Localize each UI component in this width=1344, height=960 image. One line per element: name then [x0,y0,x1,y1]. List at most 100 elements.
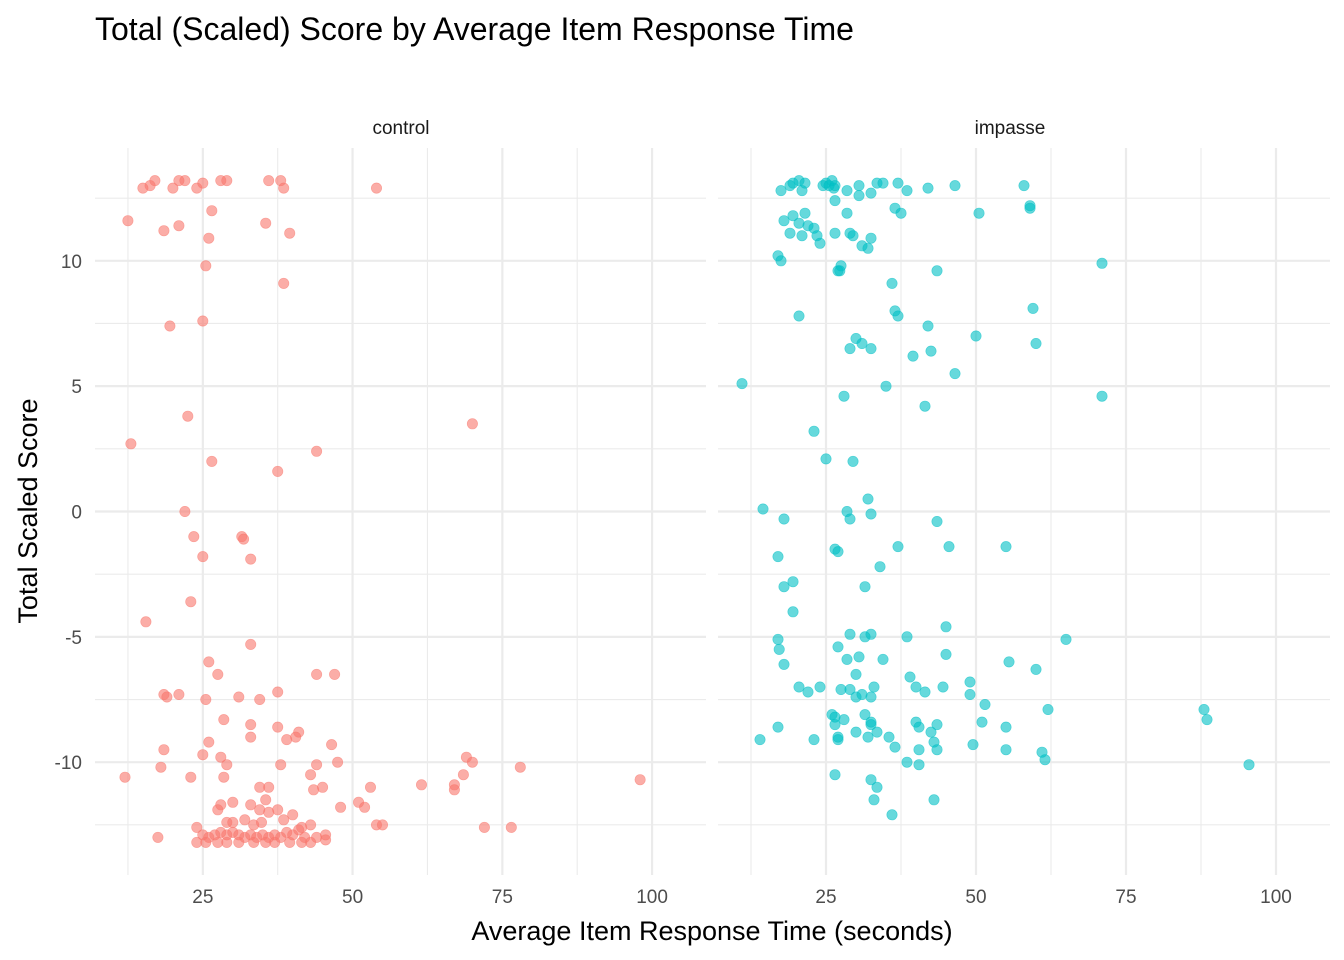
data-point-impasse [838,714,850,726]
data-point-impasse [925,726,937,738]
data-point-impasse [865,691,877,703]
data-point-impasse [775,255,787,267]
data-point-control [185,596,197,608]
data-point-impasse [1198,703,1210,715]
data-point-impasse [1030,663,1042,675]
data-point-impasse [871,781,883,793]
data-point-control [206,205,218,217]
data-point-control [173,220,185,232]
data-point-control [320,834,332,846]
data-point-impasse [868,681,880,693]
data-point-control [197,551,209,563]
data-point-impasse [853,651,865,663]
data-point-impasse [865,187,877,199]
data-point-control [185,771,197,783]
data-point-impasse [844,343,856,355]
data-point-control [317,781,329,793]
data-point-impasse [964,688,976,700]
data-point-impasse [778,581,790,593]
data-point-control [245,638,257,650]
data-point-impasse [901,185,913,197]
data-point-control [272,721,284,733]
data-point-impasse [889,741,901,753]
data-point-impasse [832,641,844,653]
data-point-impasse [787,606,799,618]
data-point-control [179,175,191,187]
data-point-impasse [829,180,841,192]
data-point-impasse [919,400,931,412]
data-point-control [212,804,224,816]
data-point-impasse [829,769,841,781]
y-tick-label: 0 [71,503,82,524]
data-point-control [197,749,209,761]
data-point-control [149,175,161,187]
data-point-impasse [880,380,892,392]
data-point-impasse [943,541,955,553]
data-point-impasse [832,734,844,746]
data-point-impasse [931,719,943,731]
data-point-control [263,781,275,793]
data-point-impasse [772,721,784,733]
data-point-control [284,227,296,239]
data-point-impasse [964,676,976,688]
data-point-control [272,686,284,698]
data-point-control [218,714,230,726]
data-point-control [161,691,173,703]
data-point-impasse [931,744,943,756]
data-point-control [305,769,317,781]
data-point-control [158,225,170,237]
data-point-impasse [862,731,874,743]
data-point-impasse [841,653,853,665]
y-tick-label: -5 [65,628,82,649]
data-point-impasse [901,631,913,643]
data-point-impasse [865,628,877,640]
data-point-control [122,215,134,227]
data-point-impasse [799,177,811,189]
data-point-control [245,719,257,731]
data-point-control [514,761,526,773]
data-point-control [200,260,212,272]
data-point-impasse [1000,721,1012,733]
data-point-impasse [754,734,766,746]
data-point-impasse [1039,754,1051,766]
data-point-impasse [802,686,814,698]
data-point-control [364,781,376,793]
data-point-control [326,739,338,751]
data-point-control [329,668,341,680]
x-tick-label: 100 [636,887,668,908]
data-point-impasse [793,681,805,693]
data-point-impasse [979,698,991,710]
data-point-control [212,668,224,680]
data-point-control [332,756,344,768]
data-point-control [505,821,517,833]
data-point-impasse [886,277,898,289]
data-point-impasse [1003,656,1015,668]
data-point-impasse [757,503,769,515]
y-axis-title: Total Scaled Score [13,398,43,623]
data-point-control [290,731,302,743]
data-point-control [188,531,200,543]
panel-control: control [95,118,706,875]
data-point-impasse [847,455,859,467]
data-point-impasse [787,210,799,222]
data-point-control [255,816,267,828]
data-point-impasse [850,668,862,680]
data-point-impasse [778,513,790,525]
data-point-control [215,751,227,763]
data-point-impasse [973,207,985,219]
data-point-impasse [847,230,859,242]
data-point-control [245,731,257,743]
data-point-control [119,771,131,783]
y-tick-label: -10 [55,753,82,774]
data-point-impasse [904,671,916,683]
data-point-impasse [970,330,982,342]
data-point-impasse [871,726,883,738]
data-point-control [238,533,250,545]
data-point-control [335,801,347,813]
data-point-control [466,756,478,768]
strip-label-impasse: impasse [975,118,1046,139]
data-point-impasse [1096,390,1108,402]
data-point-impasse [853,180,865,192]
x-tick-label: 100 [1260,887,1292,908]
data-point-control [305,836,317,848]
